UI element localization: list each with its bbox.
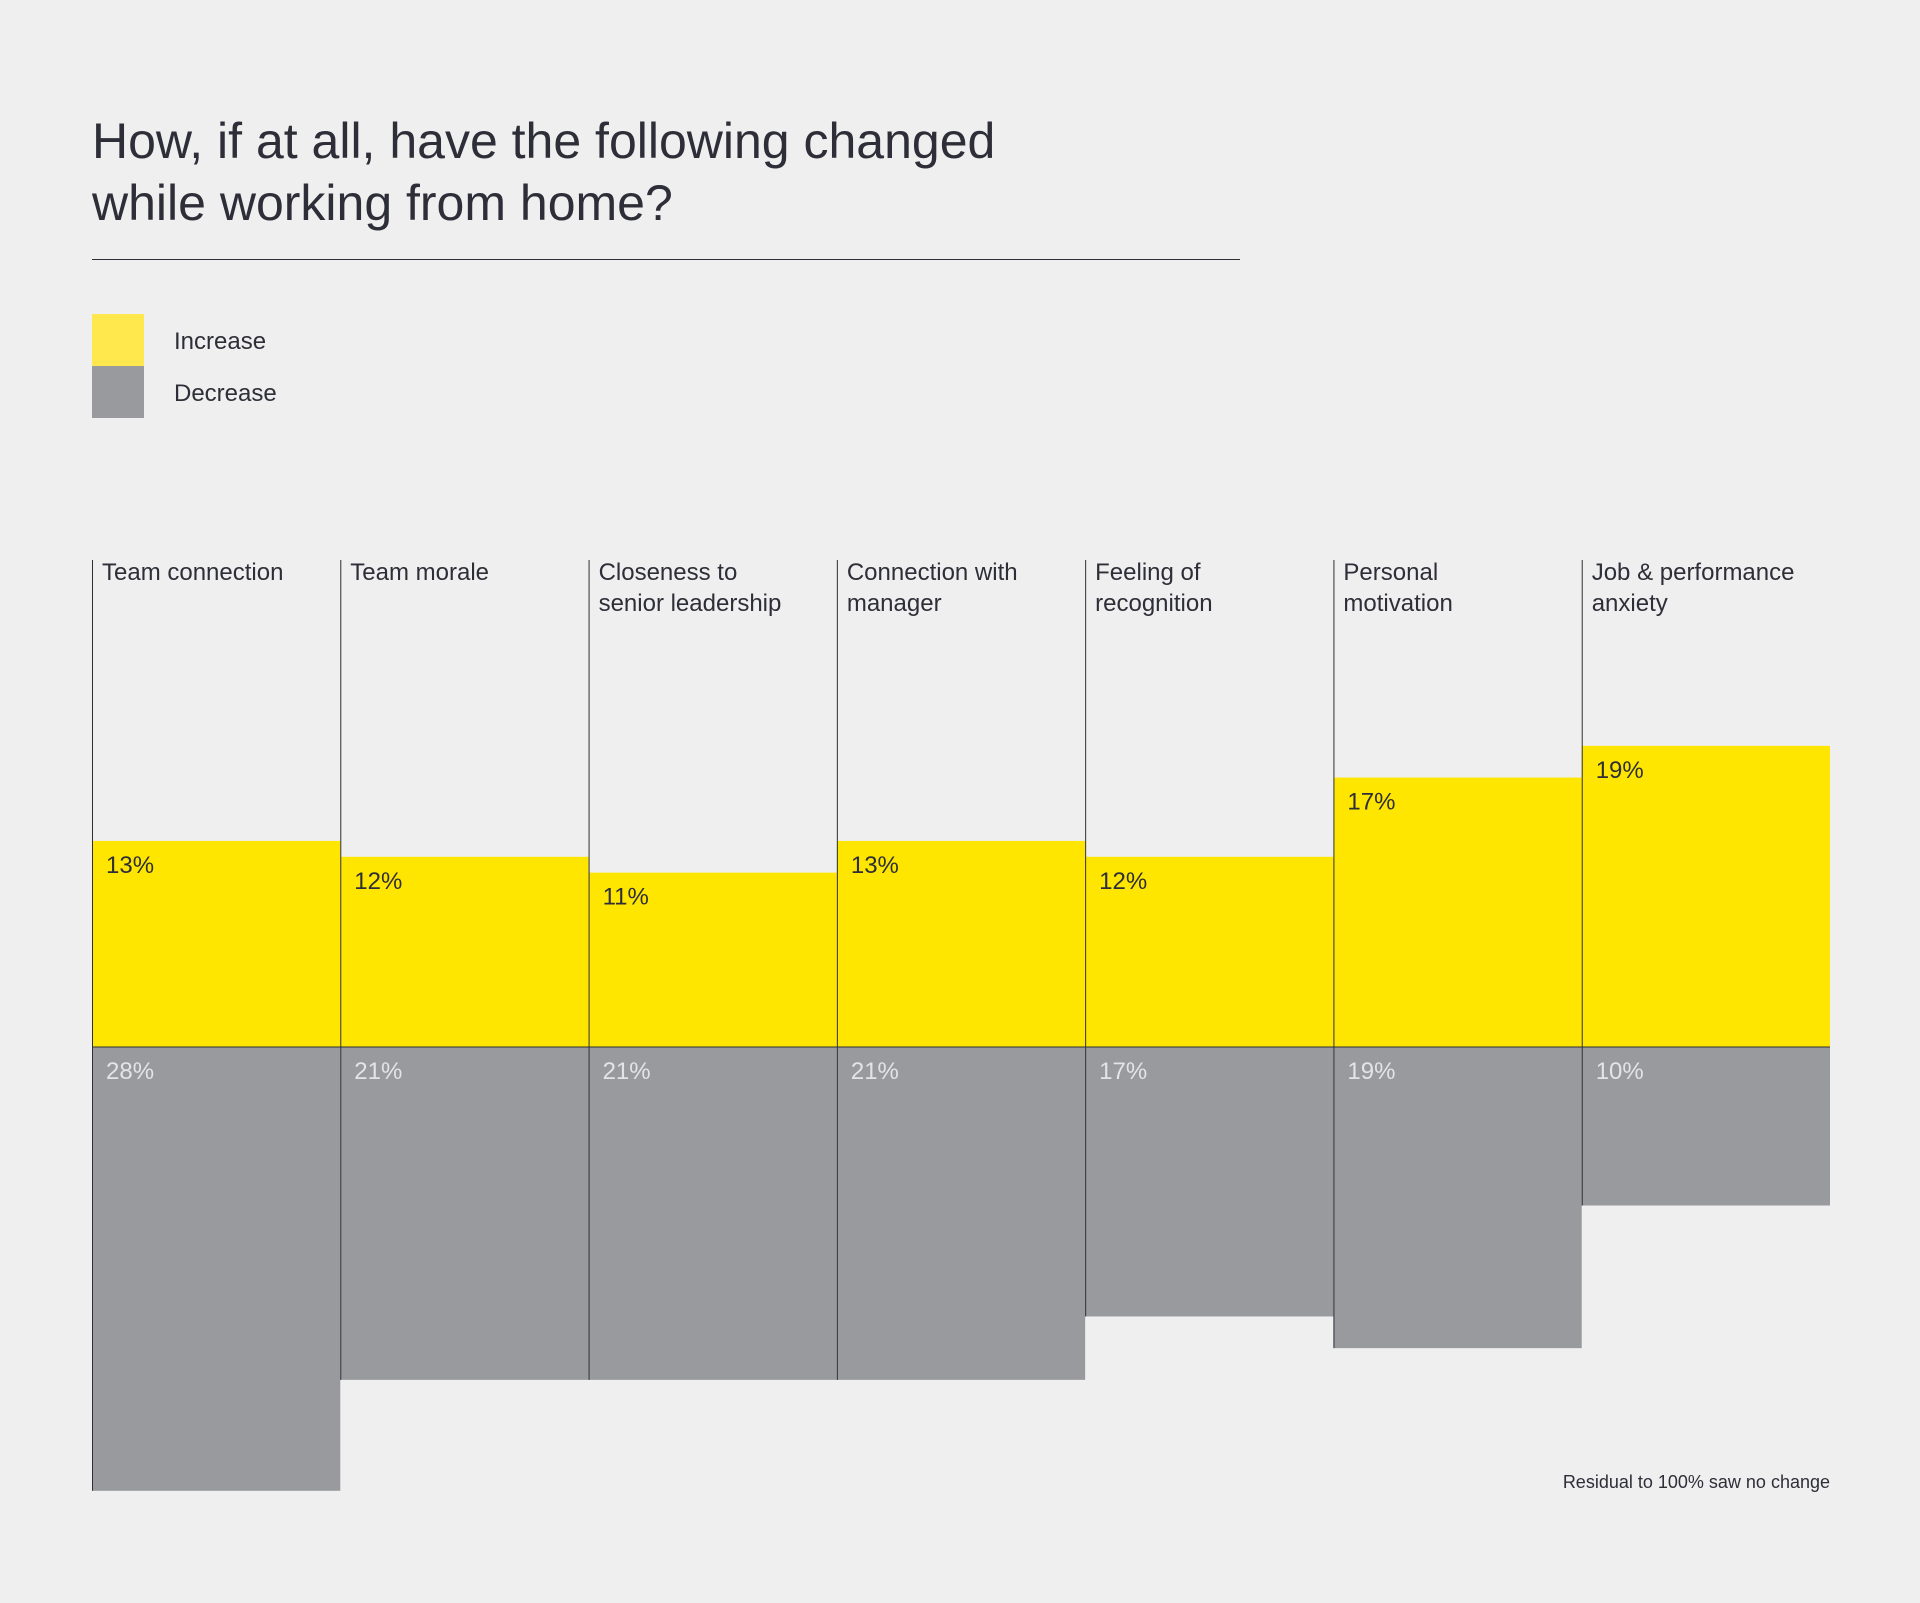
chart-title: How, if at all, have the following chang… bbox=[92, 110, 1192, 234]
category-label-3: Connection with manager bbox=[847, 559, 1018, 617]
bar-decrease-0 bbox=[92, 1047, 341, 1491]
value-label-increase-3: 13% bbox=[851, 852, 899, 879]
bar-decrease-6 bbox=[1581, 1047, 1830, 1206]
category-label-line: Team connection bbox=[102, 559, 283, 586]
bar-increase-3 bbox=[836, 840, 1086, 1047]
value-label-decrease-2: 21% bbox=[603, 1058, 651, 1085]
legend-swatch-increase bbox=[92, 314, 144, 366]
value-label-decrease-3: 21% bbox=[851, 1058, 899, 1085]
category-label-line: Team morale bbox=[350, 559, 489, 586]
chart-title-line-1: How, if at all, have the following chang… bbox=[92, 113, 996, 169]
bar-increase-0 bbox=[92, 840, 341, 1047]
bar-increase-5 bbox=[1333, 777, 1582, 1047]
category-label-line: recognition bbox=[1095, 590, 1212, 617]
value-label-decrease-1: 21% bbox=[354, 1058, 402, 1085]
category-label-4: Feeling of recognition bbox=[1095, 559, 1212, 617]
legend-label-increase: Increase bbox=[174, 328, 267, 355]
value-label-increase-0: 13% bbox=[106, 852, 154, 879]
value-label-increase-4: 12% bbox=[1099, 868, 1147, 895]
category-label-line: anxiety bbox=[1592, 590, 1668, 617]
value-label-decrease-5: 19% bbox=[1347, 1058, 1395, 1085]
footnote: Residual to 100% saw no change bbox=[1562, 1472, 1830, 1492]
value-label-decrease-4: 17% bbox=[1099, 1058, 1147, 1085]
category-label-1: Team morale bbox=[350, 559, 489, 586]
category-label-line: motivation bbox=[1343, 590, 1452, 617]
bar-increase-2 bbox=[588, 872, 837, 1047]
value-label-decrease-0: 28% bbox=[106, 1058, 154, 1085]
category-label-2: Closeness to senior leadership bbox=[599, 559, 782, 617]
bar-decrease-1 bbox=[340, 1047, 589, 1380]
category-label-6: Job & performance anxiety bbox=[1592, 559, 1795, 617]
chart-title-line-2: while working from home? bbox=[92, 175, 673, 231]
bar-decrease-5 bbox=[1333, 1047, 1582, 1349]
category-label-line: senior leadership bbox=[599, 590, 782, 617]
legend-swatch-decrease bbox=[92, 366, 144, 418]
bar-increase-6 bbox=[1581, 745, 1830, 1047]
category-label-line: Closeness to bbox=[599, 559, 738, 586]
category-label-line: Feeling of bbox=[1095, 559, 1201, 586]
bar-decrease-4 bbox=[1085, 1047, 1334, 1317]
legend-label-decrease: Decrease bbox=[174, 380, 277, 407]
bar-decrease-3 bbox=[836, 1047, 1086, 1380]
value-label-increase-5: 17% bbox=[1347, 789, 1395, 816]
value-label-increase-2: 11% bbox=[603, 884, 649, 911]
category-label-line: Personal bbox=[1343, 559, 1438, 586]
bar-decrease-2 bbox=[588, 1047, 837, 1380]
bar-increase-4 bbox=[1085, 856, 1334, 1047]
category-label-0: Team connection bbox=[102, 559, 283, 586]
value-label-decrease-6: 10% bbox=[1596, 1058, 1644, 1085]
category-label-line: Connection with bbox=[847, 559, 1018, 586]
category-label-5: Personal motivation bbox=[1343, 559, 1452, 617]
bar-increase-1 bbox=[340, 856, 589, 1047]
title-divider bbox=[92, 259, 1240, 260]
category-label-line: manager bbox=[847, 590, 942, 617]
value-label-increase-6: 19% bbox=[1596, 757, 1644, 784]
category-label-line: Job & performance bbox=[1592, 559, 1795, 586]
value-label-increase-1: 12% bbox=[354, 868, 402, 895]
